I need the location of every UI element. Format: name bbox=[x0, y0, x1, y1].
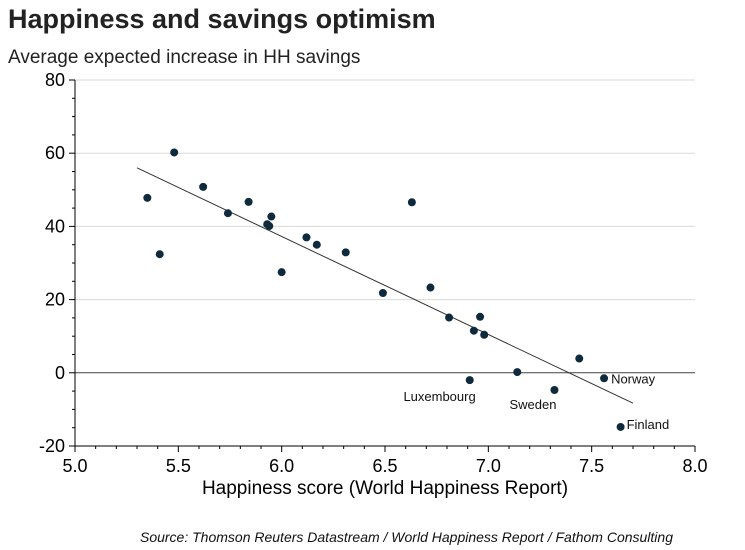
data-point bbox=[199, 182, 208, 191]
trendline bbox=[136, 167, 634, 404]
data-point bbox=[480, 330, 489, 339]
y-tick-label: 80 bbox=[45, 70, 65, 90]
point-label: Luxembourg bbox=[403, 389, 475, 404]
y-tick-label: 20 bbox=[45, 290, 65, 310]
y-tick-label: -20 bbox=[39, 436, 65, 456]
point-label: Norway bbox=[611, 371, 656, 386]
trendline-group bbox=[136, 167, 634, 404]
data-points bbox=[143, 148, 625, 431]
y-tick-label: 40 bbox=[45, 216, 65, 236]
source-note: Source: Thomson Reuters Datastream / Wor… bbox=[139, 529, 673, 545]
data-point bbox=[223, 209, 232, 218]
chart-title: Happiness and savings optimism bbox=[8, 4, 436, 34]
x-tick-label: 5.5 bbox=[166, 456, 191, 476]
point-label: Sweden bbox=[509, 397, 556, 412]
chart-subtitle: Average expected increase in HH savings bbox=[8, 47, 361, 68]
data-point bbox=[267, 212, 276, 221]
data-point bbox=[302, 233, 311, 242]
point-labels: Luxembourg Sweden Norway Finland bbox=[403, 371, 669, 432]
x-tick-label: 6.5 bbox=[372, 456, 397, 476]
y-tick-label: 0 bbox=[55, 363, 65, 383]
data-point bbox=[143, 193, 152, 202]
data-point bbox=[244, 197, 253, 206]
x-axis-label: Happiness score (World Happiness Report) bbox=[202, 478, 568, 499]
data-point bbox=[277, 268, 286, 277]
data-point bbox=[378, 289, 387, 298]
x-tick-label: 8.0 bbox=[682, 456, 707, 476]
data-point bbox=[265, 222, 274, 231]
data-point bbox=[445, 313, 454, 322]
data-point bbox=[407, 198, 416, 207]
data-point bbox=[600, 374, 609, 383]
data-point bbox=[550, 386, 559, 395]
x-tick-label: 6.0 bbox=[269, 456, 294, 476]
x-tick-label: 5.0 bbox=[62, 456, 87, 476]
axes: -20 0 20 40 60 80 5.0 5.5 6.0 6.5 7.0 7.5 8.0 bbox=[39, 70, 708, 476]
data-point bbox=[155, 250, 164, 259]
y-tick-label: 60 bbox=[45, 143, 65, 163]
data-point bbox=[575, 354, 584, 363]
data-point bbox=[312, 240, 321, 249]
x-tick-label: 7.5 bbox=[579, 456, 604, 476]
data-point bbox=[469, 326, 478, 335]
data-point bbox=[341, 248, 350, 257]
data-point bbox=[616, 422, 625, 431]
grid-lines bbox=[75, 79, 695, 374]
data-point bbox=[170, 148, 179, 157]
x-tick-label: 7.0 bbox=[476, 456, 501, 476]
data-point bbox=[513, 368, 522, 377]
data-point bbox=[426, 283, 435, 292]
data-point bbox=[465, 376, 474, 385]
data-point bbox=[476, 312, 485, 321]
point-label: Finland bbox=[627, 417, 670, 432]
